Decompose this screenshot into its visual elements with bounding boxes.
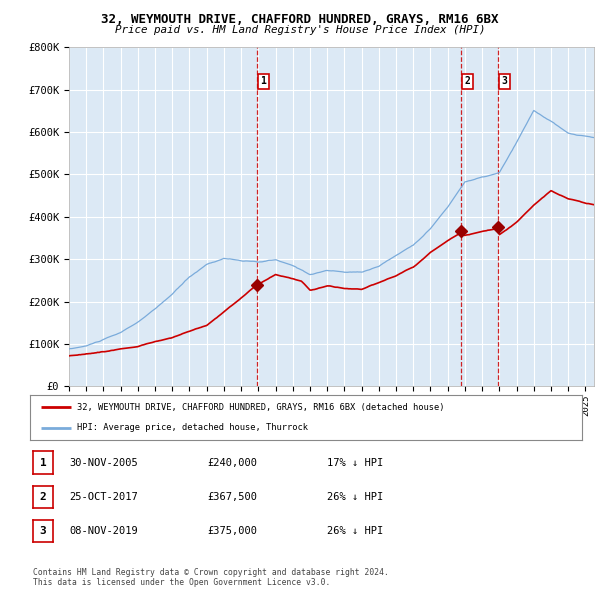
Text: £367,500: £367,500 — [207, 492, 257, 502]
Text: 32, WEYMOUTH DRIVE, CHAFFORD HUNDRED, GRAYS, RM16 6BX: 32, WEYMOUTH DRIVE, CHAFFORD HUNDRED, GR… — [101, 13, 499, 26]
Text: 3: 3 — [502, 76, 507, 86]
Text: Price paid vs. HM Land Registry's House Price Index (HPI): Price paid vs. HM Land Registry's House … — [115, 25, 485, 35]
Text: 08-NOV-2019: 08-NOV-2019 — [69, 526, 138, 536]
Text: 32, WEYMOUTH DRIVE, CHAFFORD HUNDRED, GRAYS, RM16 6BX (detached house): 32, WEYMOUTH DRIVE, CHAFFORD HUNDRED, GR… — [77, 403, 445, 412]
Text: 2: 2 — [40, 492, 46, 502]
Text: £375,000: £375,000 — [207, 526, 257, 536]
Text: 17% ↓ HPI: 17% ↓ HPI — [327, 458, 383, 467]
Text: HPI: Average price, detached house, Thurrock: HPI: Average price, detached house, Thur… — [77, 423, 308, 432]
Text: 1: 1 — [260, 76, 266, 86]
Text: 26% ↓ HPI: 26% ↓ HPI — [327, 526, 383, 536]
Text: This data is licensed under the Open Government Licence v3.0.: This data is licensed under the Open Gov… — [33, 578, 331, 587]
Text: 30-NOV-2005: 30-NOV-2005 — [69, 458, 138, 467]
Text: 1: 1 — [40, 458, 46, 467]
Text: Contains HM Land Registry data © Crown copyright and database right 2024.: Contains HM Land Registry data © Crown c… — [33, 568, 389, 577]
Text: £240,000: £240,000 — [207, 458, 257, 467]
Text: 25-OCT-2017: 25-OCT-2017 — [69, 492, 138, 502]
Text: 3: 3 — [40, 526, 46, 536]
Text: 2: 2 — [465, 76, 470, 86]
Text: 26% ↓ HPI: 26% ↓ HPI — [327, 492, 383, 502]
